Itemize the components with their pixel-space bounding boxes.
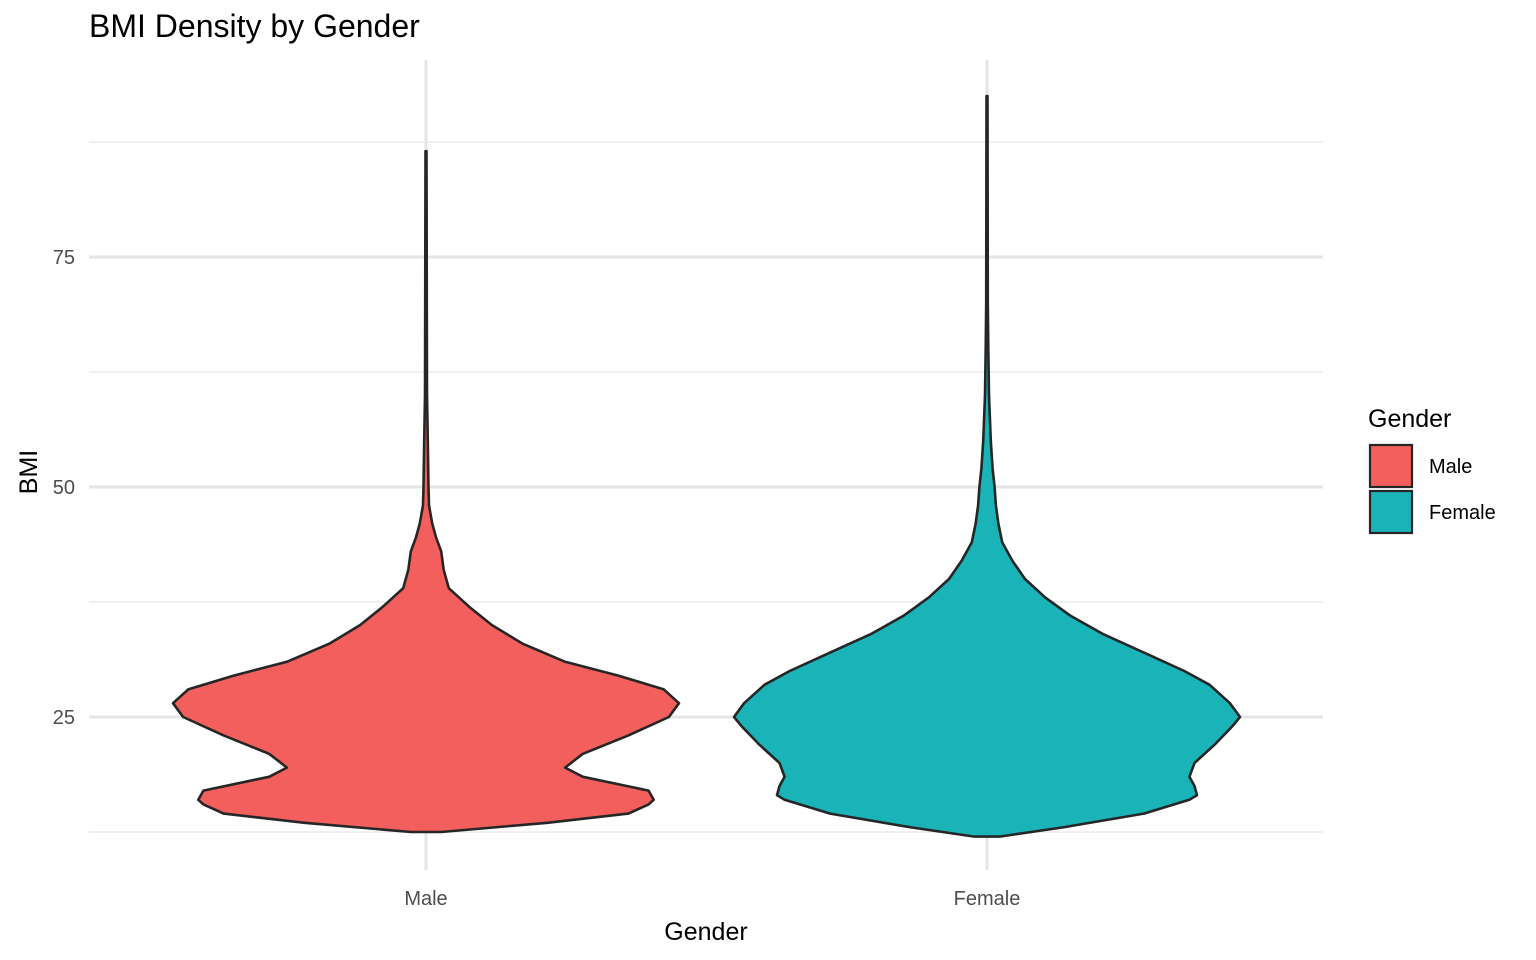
legend-key-male [1368,443,1414,489]
chart-title: BMI Density by Gender [89,8,420,44]
x-tick-label: Male [404,888,447,910]
violin-female [732,94,1242,838]
legend-key-female [1368,489,1414,535]
y-tick-label: 50 [53,477,75,499]
violin-male [171,149,681,834]
y-tick-label: 75 [53,247,75,269]
y-tick-label: 25 [53,707,75,729]
x-tick-label: Female [954,888,1021,910]
axis-layer: 25 50 75 Male Female [53,247,1021,910]
legend-label-male: Male [1429,456,1472,478]
violin-layer [171,94,1242,838]
legend-entries: Male Female [1368,443,1496,535]
legend-label-female: Female [1429,502,1496,524]
x-axis-title: Gender [664,918,747,946]
y-axis-title: BMI [15,450,43,494]
legend: Gender Male Female [1368,405,1496,535]
legend-title: Gender [1368,405,1451,433]
